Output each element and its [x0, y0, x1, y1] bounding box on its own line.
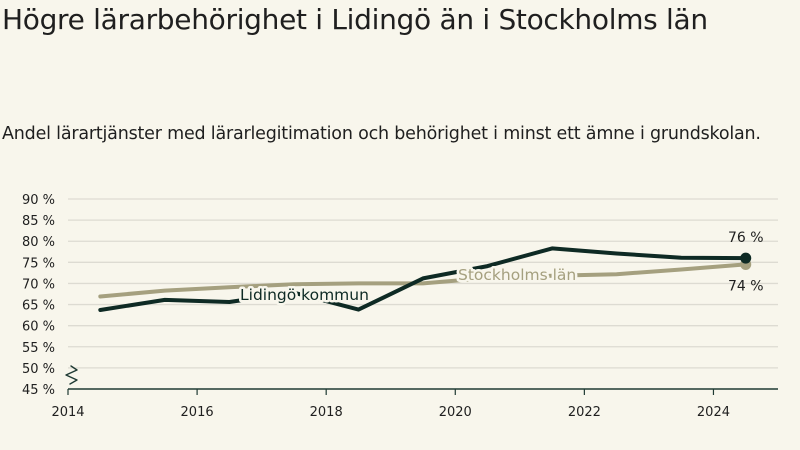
y-tick-label: 75 %	[22, 256, 55, 271]
x-tick-label: 2016	[181, 405, 214, 420]
series-label-stockholm: Stockholms län	[458, 266, 576, 284]
x-tick-label: 2018	[310, 405, 343, 420]
y-tick-label: 50 %	[22, 362, 55, 377]
axis-break-icon	[65, 365, 78, 385]
x-tick-label: 2022	[568, 405, 601, 420]
y-tick-label: 65 %	[22, 299, 55, 314]
end-value-label-lidingo: 76 %	[728, 230, 764, 246]
series-line-lidingo	[98, 246, 748, 312]
y-tick-label: 70 %	[22, 277, 55, 292]
y-tick-label: 45 %	[22, 383, 55, 398]
x-tick-label: 2014	[51, 405, 84, 420]
series-line-stockholm	[98, 262, 748, 299]
x-tick-label: 2024	[697, 405, 730, 420]
y-tick-label: 85 %	[22, 214, 55, 229]
end-value-label-stockholm: 74 %	[728, 278, 764, 294]
chart-title: Högre lärarbehörighet i Lidingö än i Sto…	[2, 3, 708, 36]
y-tick-label: 55 %	[22, 341, 55, 356]
chart-subtitle: Andel lärartjänster med lärarlegitimatio…	[2, 124, 761, 144]
series-label-lidingo: Lidingö kommun	[240, 286, 369, 304]
y-tick-label: 60 %	[22, 320, 55, 335]
y-tick-label: 90 %	[22, 193, 55, 208]
y-tick-label: 80 %	[22, 235, 55, 250]
series-endpoint-lidingo	[740, 252, 752, 264]
x-tick-label: 2020	[439, 405, 472, 420]
